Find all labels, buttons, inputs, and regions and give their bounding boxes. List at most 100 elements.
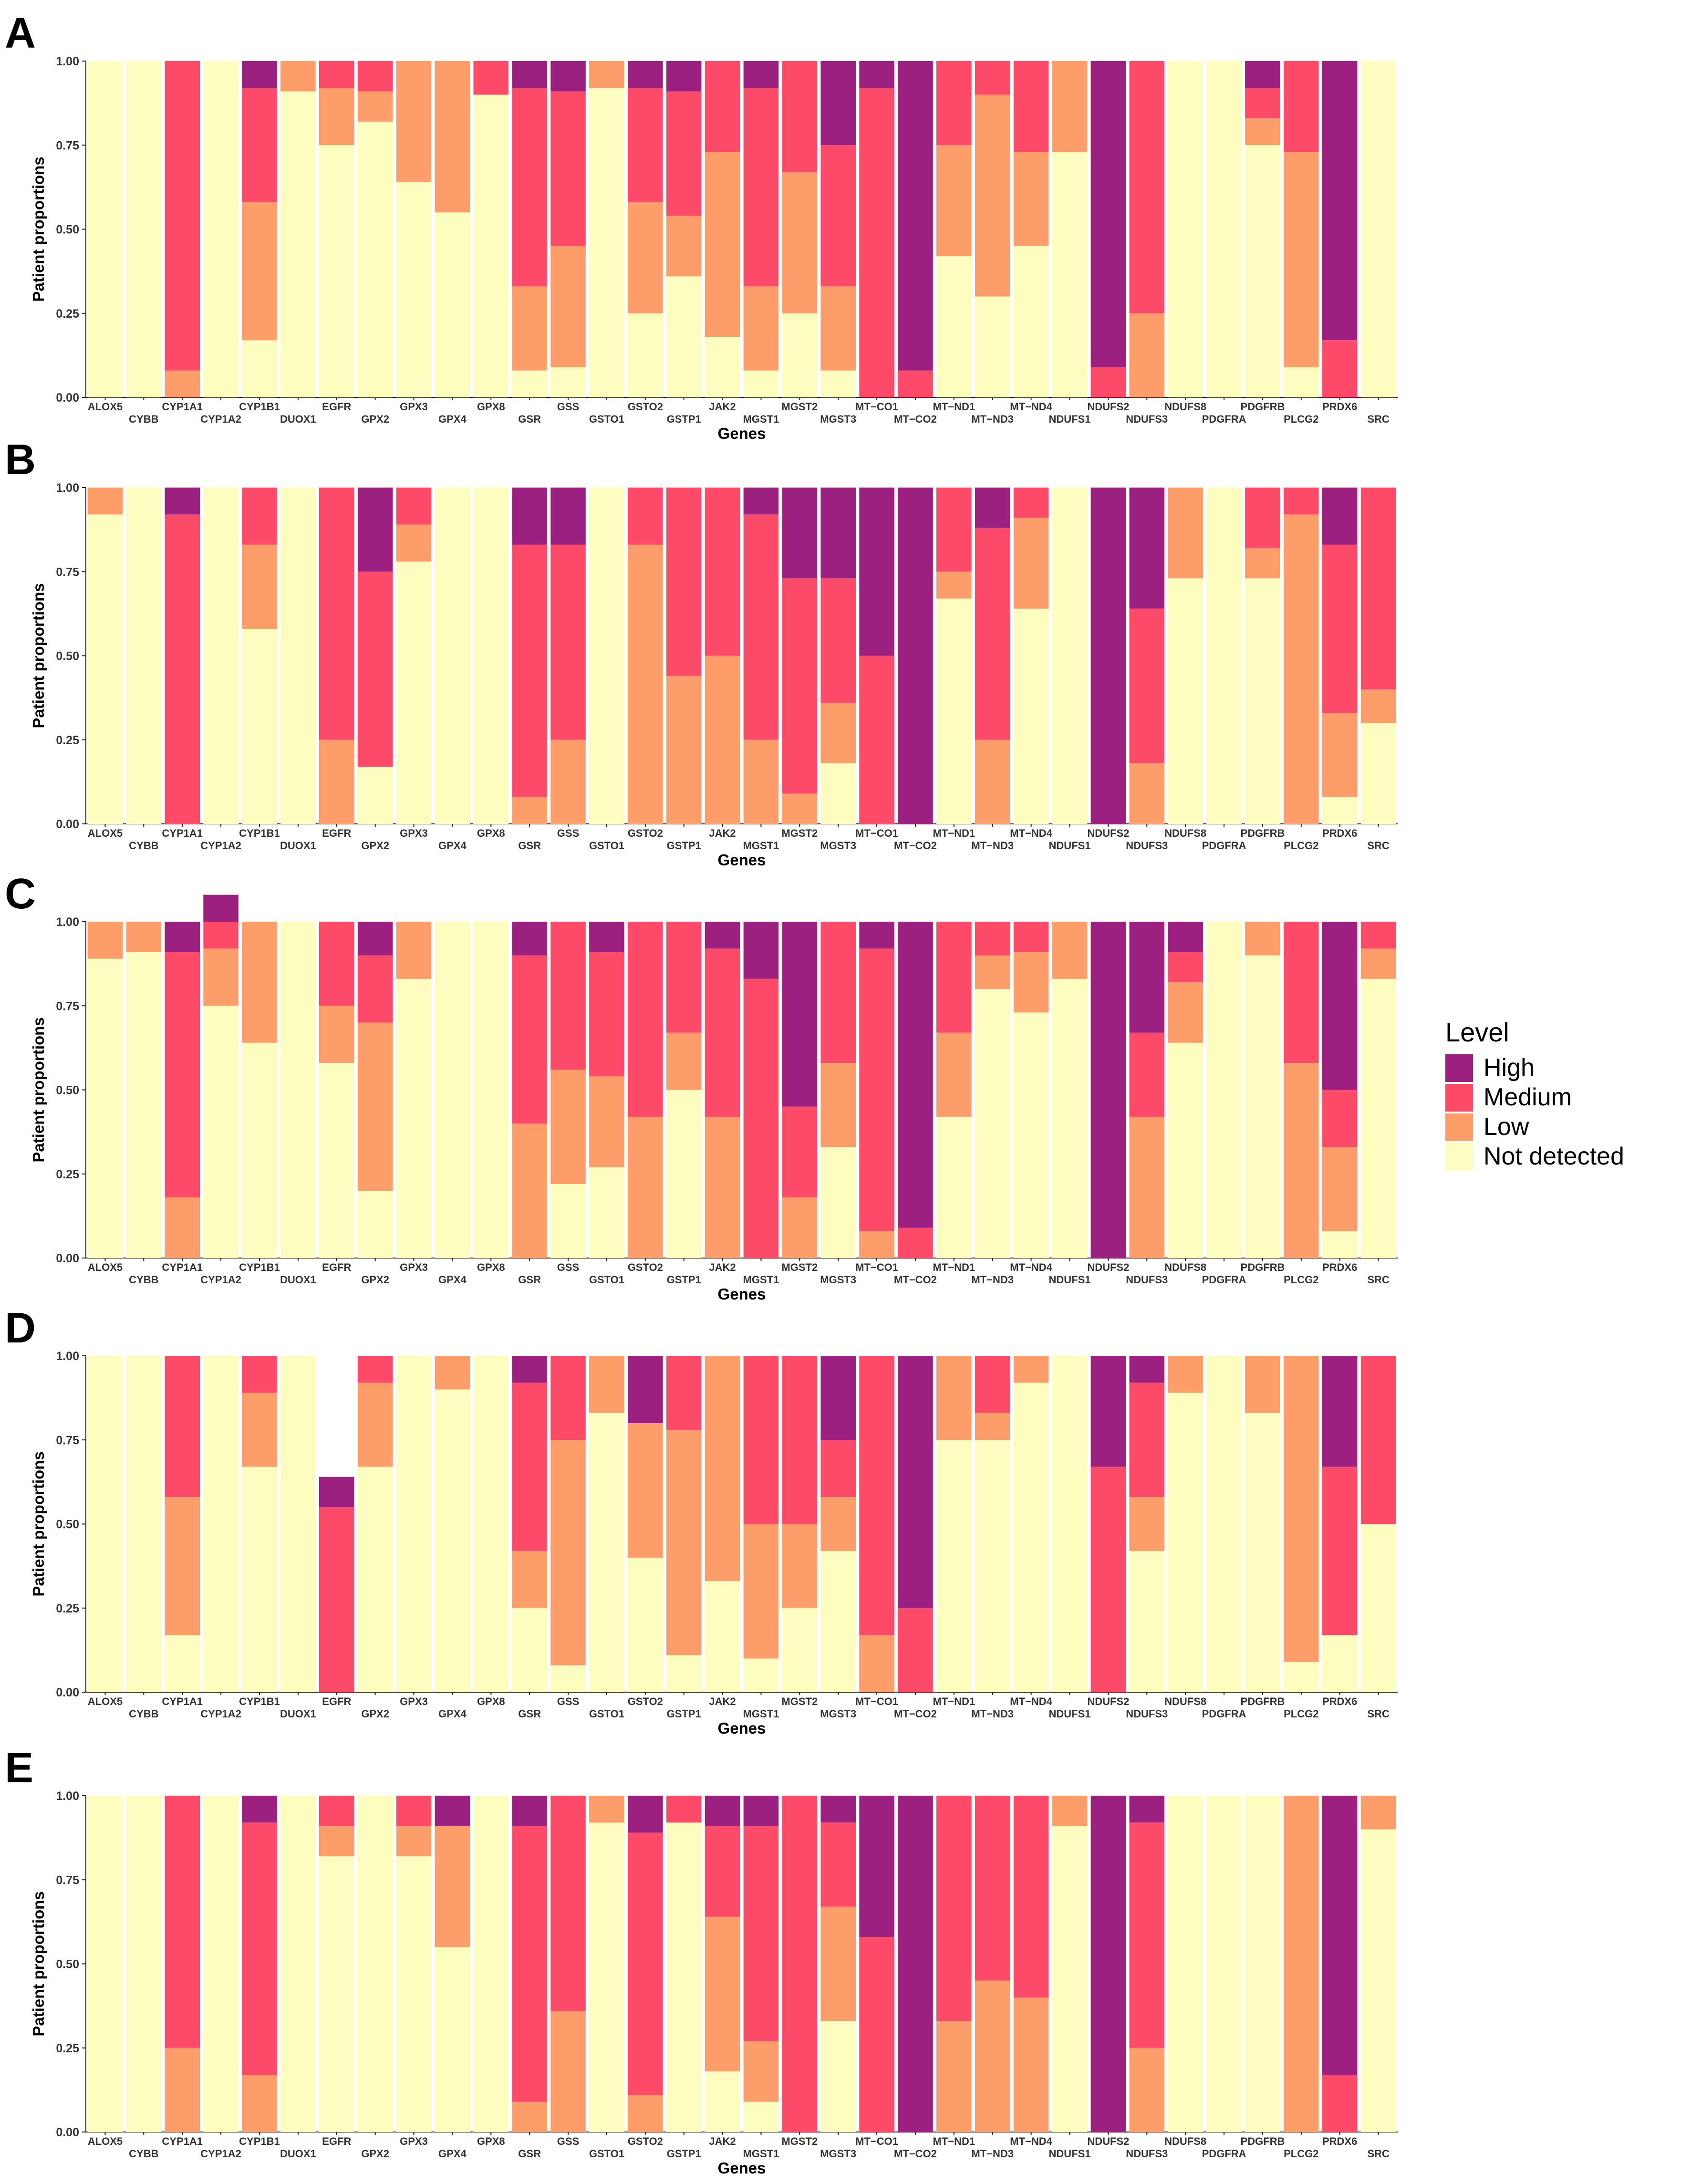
- bar-segment-medium: [705, 488, 740, 656]
- bar-segment-medium: [1322, 340, 1358, 397]
- x-tick-label: MGST2: [781, 1261, 818, 1273]
- y-tick-label: 0.75: [56, 1873, 79, 1887]
- bar-segment-high: [1322, 1356, 1358, 1467]
- bar-segment-low: [319, 88, 354, 146]
- x-tick-label: GSTO1: [589, 840, 624, 852]
- bar-segment-high: [705, 1796, 740, 1826]
- bar-segment-medium: [666, 488, 702, 676]
- bar-segment-medium: [1090, 367, 1126, 397]
- bar-segment-medium: [1129, 1822, 1165, 2048]
- bar-segment-medium: [1013, 61, 1049, 152]
- x-tick-label: MT−CO2: [894, 413, 937, 425]
- bar-segment-high: [319, 1477, 354, 1508]
- bar-segment-not-detected: [1360, 978, 1396, 1258]
- x-tick-label: GPX3: [400, 1261, 428, 1273]
- x-tick-label: MGST1: [743, 413, 779, 425]
- bar-segment-low: [1013, 1997, 1049, 2132]
- bar-segment-medium: [319, 1796, 354, 1826]
- bar-segment-medium: [898, 370, 933, 397]
- bar-segment-not-detected: [936, 1116, 972, 1258]
- bar-segment-high: [512, 488, 547, 545]
- bar-segment-medium: [319, 1507, 354, 1692]
- bar-segment-high: [165, 488, 200, 515]
- bar-segment-medium: [975, 1796, 1010, 1981]
- x-tick-label: GSTP1: [667, 1708, 701, 1720]
- bar-segment-not-detected: [396, 182, 432, 397]
- bar-segment-not-detected: [473, 922, 509, 1258]
- x-tick-label: NDUFS8: [1164, 1261, 1206, 1273]
- bar-segment-medium: [319, 61, 354, 88]
- bar-segment-not-detected: [1168, 1042, 1203, 1258]
- y-tick-label: 0.00: [56, 391, 79, 405]
- bar-segment-high: [512, 1796, 547, 1826]
- bar-segment-low: [627, 544, 663, 824]
- bar-segment-medium: [859, 948, 894, 1231]
- x-tick-label: NDUFS1: [1048, 840, 1090, 852]
- bar-segment-not-detected: [1322, 797, 1358, 824]
- x-tick-label: GPX2: [361, 413, 389, 425]
- bar-segment-not-detected: [87, 1796, 123, 2132]
- bar-segment-medium: [782, 1796, 818, 2132]
- bar-segment-medium: [242, 88, 277, 203]
- x-tick-label: MT−ND1: [933, 1261, 975, 1273]
- x-tick-label: MT−ND1: [933, 1695, 975, 1707]
- bar-segment-medium: [705, 1826, 740, 1917]
- bar-segment-medium: [627, 488, 663, 545]
- x-tick-label: GPX4: [438, 1274, 467, 1286]
- x-tick-label: GPX3: [400, 401, 428, 413]
- bar-segment-not-detected: [936, 598, 972, 824]
- y-axis-label: Patient proportions: [30, 583, 47, 728]
- bar-segment-not-detected: [589, 1167, 624, 1258]
- x-tick-label: JAK2: [709, 2135, 736, 2147]
- bar-segment-low: [1013, 152, 1049, 246]
- bar-segment-low: [975, 1413, 1010, 1440]
- bar-segment-not-detected: [203, 61, 239, 397]
- bar-segment-not-detected: [550, 367, 586, 397]
- bar-segment-high: [627, 1796, 663, 1833]
- bar-segment-low: [512, 797, 547, 824]
- bar-segment-low: [396, 524, 432, 562]
- y-tick-label: 1.00: [56, 1350, 79, 1363]
- bar-segment-low: [820, 1497, 856, 1551]
- bar-segment-not-detected: [1052, 978, 1088, 1258]
- bar-segment-low: [435, 1826, 470, 1947]
- bar-segment-not-detected: [1245, 1413, 1280, 1692]
- bar-segment-medium: [627, 88, 663, 203]
- bar-segment-low: [1360, 689, 1396, 723]
- bar-segment-medium: [1283, 922, 1319, 1063]
- bar-segment-not-detected: [1206, 1356, 1242, 1692]
- panel-letter: D: [5, 1304, 36, 1352]
- bar-segment-medium: [898, 1227, 933, 1258]
- bar-segment-medium: [705, 61, 740, 152]
- bar-segment-medium: [512, 544, 547, 797]
- bar-segment-not-detected: [203, 488, 239, 824]
- x-tick-label: CYP1B1: [239, 1695, 280, 1707]
- bar-segment-low: [512, 286, 547, 371]
- bar-segment-medium: [666, 1356, 702, 1430]
- x-tick-label: CYP1A2: [200, 413, 241, 425]
- bar-segment-low: [782, 793, 818, 824]
- x-tick-label: DUOX1: [280, 1274, 316, 1286]
- bar-segment-low: [242, 2075, 277, 2132]
- x-tick-label: CYP1B1: [239, 827, 280, 839]
- panel-e: E Patient proportions 0.00 0.25 0.50 0.75 1.00…: [5, 1744, 1398, 2177]
- bar-segment-not-detected: [280, 91, 316, 397]
- bar-segment-not-detected: [473, 1356, 509, 1692]
- bar-segment-not-detected: [87, 958, 123, 1258]
- bar-segment-not-detected: [203, 1006, 239, 1258]
- bar-segment-not-detected: [165, 1635, 200, 1692]
- x-tick-label: GSS: [557, 401, 579, 413]
- bar-segment-medium: [743, 514, 779, 740]
- bar-segment-high: [859, 922, 894, 949]
- bar-segment-not-detected: [936, 256, 972, 397]
- bar-segment-low: [87, 488, 123, 515]
- x-tick-label: CYP1A1: [162, 827, 203, 839]
- bar-segment-low: [1245, 1356, 1280, 1413]
- x-tick-label: MGST1: [743, 1274, 779, 1286]
- bar-segment-high: [589, 922, 624, 952]
- bar-segment-not-detected: [1206, 1796, 1242, 2132]
- bar-segment-low: [936, 2021, 972, 2132]
- bar-segment-medium: [936, 1796, 972, 2021]
- bar-segment-low: [550, 739, 586, 824]
- x-tick-label: PRDX6: [1322, 827, 1357, 839]
